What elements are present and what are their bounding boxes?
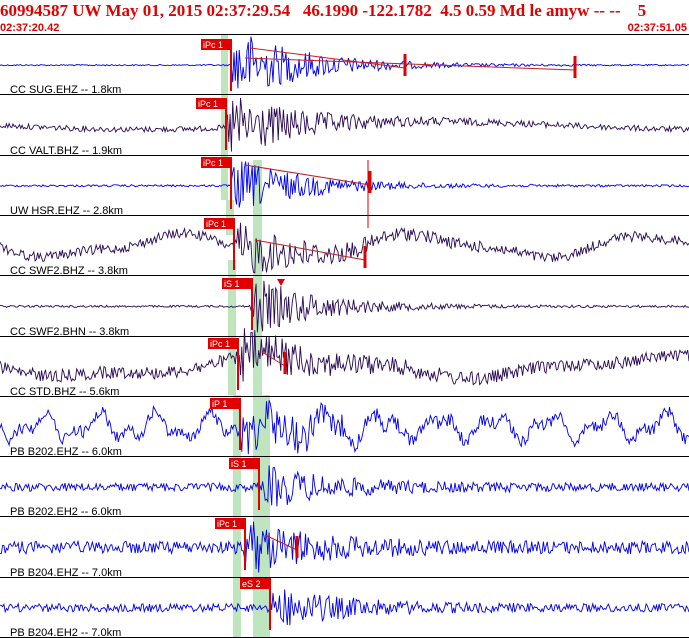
pick-flag (196, 98, 227, 109)
phase-pick-5[interactable]: iS 1 (222, 278, 253, 330)
pick-window-band (226, 200, 234, 235)
phase-pick-8[interactable]: iS 1 (229, 458, 260, 510)
waveform-trace (0, 328, 689, 386)
pick-label: iPc 1 (217, 519, 237, 529)
trace-label: CC SUG.EHZ -- 1.8km (10, 84, 121, 96)
waveform-trace (0, 521, 689, 573)
pick-flag (240, 578, 271, 589)
phase-pick-3[interactable]: iPc 1 (201, 157, 232, 209)
pick-label: iPc 1 (206, 219, 226, 229)
pick-flag (204, 218, 235, 229)
trace-label: PB B204.EHZ -- 7.0km (10, 567, 122, 579)
end-time-label: 02:37:51.05 (627, 22, 687, 34)
trace-label: CC STD.BHZ -- 5.6km (10, 386, 119, 398)
waveform-trace (0, 400, 689, 455)
pick-window-band (253, 160, 262, 638)
trace-label: CC VALT.BHZ -- 1.9km (10, 145, 122, 157)
coda-fit-line (244, 57, 576, 71)
coda-fit-line (254, 239, 366, 261)
pick-flag (229, 458, 260, 469)
waveform-trace (0, 161, 689, 208)
pick-window-band (221, 35, 228, 200)
phase-pick-7[interactable]: iP 1 (210, 398, 241, 450)
waveform-trace (0, 36, 689, 89)
trace-label: CC SWF2.BHN -- 3.8km (10, 326, 129, 338)
pick-label: iPc 1 (203, 158, 223, 168)
pick-flag (201, 39, 232, 50)
pick-label: eS 2 (242, 579, 261, 589)
coda-fit-line (244, 164, 371, 186)
trace-label: PB B204.EH2 -- 7.0km (10, 627, 121, 638)
phase-pick-9[interactable]: iPc 1 (215, 518, 246, 570)
pick-flag (208, 338, 239, 349)
phase-picks: iPc 1 iPc 1 iPc 1 iPc 1 iS 1 iPc 1 iP 1 iS 1 iPc… (196, 39, 271, 630)
trace-label: PB B202.EH2 -- 6.0km (10, 506, 121, 518)
waveform-trace (0, 280, 689, 333)
pick-label: iPc 1 (210, 339, 230, 349)
pick-flag (222, 278, 253, 289)
start-time-label: 02:37:20.42 (0, 22, 60, 34)
phase-pick-2[interactable]: iPc 1 (196, 98, 227, 150)
pick-label: iP 1 (212, 399, 227, 409)
pick-label: iS 1 (224, 279, 240, 289)
phase-pick-4[interactable]: iPc 1 (204, 218, 235, 270)
coda-fit-line (264, 534, 298, 551)
pick-label: iPc 1 (203, 40, 223, 50)
waveform-trace (0, 465, 689, 507)
pick-flag (215, 518, 246, 529)
waveform-trace (0, 222, 689, 274)
phase-pick-10[interactable]: eS 2 (240, 578, 271, 630)
pick-label: iPc 1 (198, 99, 218, 109)
trace-labels: CC SUG.EHZ -- 1.8km CC VALT.BHZ -- 1.9km U… (10, 84, 129, 638)
trace-label: PB B202.EHZ -- 6.0km (10, 446, 122, 458)
phase-pick-6[interactable]: iPc 1 (208, 338, 239, 390)
pick-flag (201, 157, 232, 168)
trace-label: CC SWF2.BHZ -- 3.8km (10, 265, 128, 277)
waveforms (0, 36, 689, 626)
event-title: 60994587 UW May 01, 2015 02:37:29.54 46.… (0, 1, 647, 20)
coda-lines (244, 47, 577, 558)
arrival-marker (277, 279, 285, 286)
pick-window-band (228, 260, 236, 395)
pick-flag (210, 398, 241, 409)
trace-label: UW HSR.EHZ -- 2.8km (10, 205, 123, 217)
waveform-trace (0, 97, 689, 152)
waveform-trace (0, 589, 689, 626)
coda-fit-line (261, 351, 286, 367)
pick-label: iS 1 (231, 459, 247, 469)
coda-fit-line (249, 47, 406, 69)
phase-pick-1[interactable]: iPc 1 (201, 39, 232, 91)
